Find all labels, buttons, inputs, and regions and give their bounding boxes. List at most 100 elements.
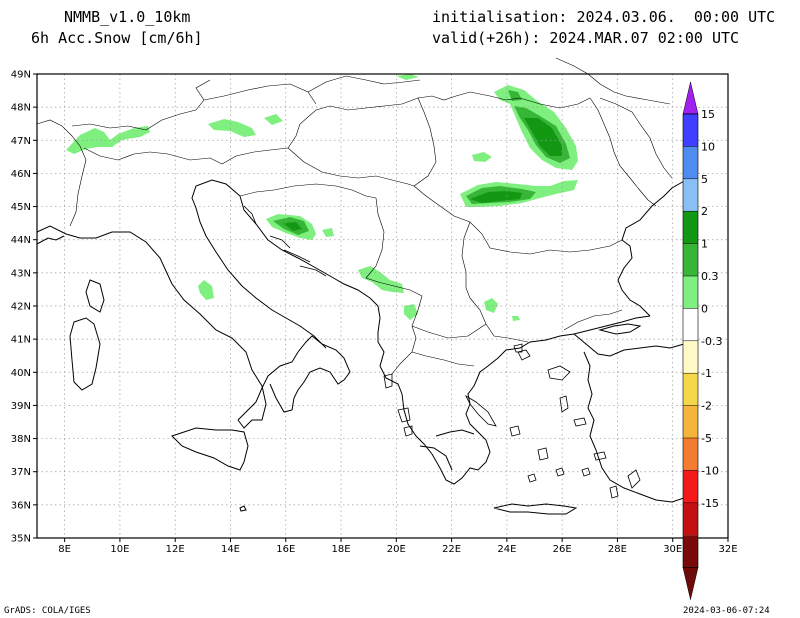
snow-area-slovakia: [396, 74, 419, 80]
lat-tick-label: 36N: [11, 500, 31, 511]
colorbar-label: -2: [701, 400, 712, 413]
islands: [243, 205, 641, 499]
colorbar-swatch: [683, 535, 698, 568]
island-samos: [573, 417, 587, 427]
border-greece-albania: [411, 351, 475, 367]
snow-area-italy: [198, 280, 214, 300]
colorbar-label: 0: [701, 302, 708, 315]
colorbar-label: 1: [701, 238, 708, 251]
border-macedonia-bulgaria: [469, 297, 529, 343]
border-czechia: [203, 83, 317, 105]
colorbar-swatch: [683, 405, 698, 438]
coastline-peloponnese: [419, 445, 453, 471]
colorbar: 15 10 5 2 1 0.3 0 -0.3 -1 -2 -5 -10 -15: [682, 81, 722, 600]
lat-tick-label: 43N: [11, 268, 31, 279]
lat-tick-label: 40N: [11, 368, 31, 379]
island-dodecanese: [581, 467, 591, 477]
island-andros: [509, 425, 521, 437]
lat-tick-label: 45N: [11, 202, 31, 213]
border-croatia-bosnia: [239, 183, 377, 199]
border-austria-germany: [145, 79, 211, 131]
coastline-black-sea: [617, 179, 687, 317]
model-title: NMMB_v1.0_10km: [64, 8, 191, 26]
colorbar-swatch: [683, 243, 698, 276]
border-slovakia-hungary: [329, 97, 419, 111]
lat-tick-label: 44N: [11, 235, 31, 246]
border-serbia-bulgaria: [461, 221, 471, 299]
init-time: initialisation: 2024.03.06. 00:00 UTC: [432, 8, 776, 26]
snow-area-alps-west: [66, 126, 150, 154]
lat-tick-label: 41N: [11, 335, 31, 346]
island-croatia-c: [299, 265, 327, 277]
lon-tick-label: 26E: [553, 544, 572, 555]
snow-area-alps-east: [208, 119, 256, 137]
border-ukraine-romania-north: [555, 57, 671, 105]
border-austria-italy: [149, 151, 223, 165]
coastline-gulf-lion: [36, 235, 65, 245]
coastline-crete: [493, 503, 578, 515]
coastline-italy-east: [237, 335, 351, 421]
borders: [36, 57, 673, 375]
border-hungary-serbia: [375, 175, 415, 187]
border-ukraine-romania: [469, 91, 591, 109]
lon-tick-label: 8E: [58, 544, 71, 555]
timestamp-text: 2024-03-06-07:24: [683, 606, 770, 616]
lat-tick-label: 42N: [11, 302, 31, 313]
coastline-greece-west: [401, 315, 651, 485]
lat-tick-label: 38N: [11, 434, 31, 445]
border-bulgaria-turkey: [563, 309, 623, 331]
border-danube: [637, 187, 657, 207]
island-lemnos: [517, 349, 531, 361]
lon-tick-label: 20E: [387, 544, 406, 555]
island-evia: [465, 394, 497, 427]
colorbar-label: -1: [701, 367, 712, 380]
island-karpathos: [609, 485, 619, 499]
snow-area-romania-west: [472, 152, 492, 162]
island-chios: [559, 395, 569, 413]
border-romania-bulgaria: [489, 239, 623, 255]
snow-area-croatia-coast: [322, 228, 334, 237]
snow-area-bulgaria-east: [512, 316, 520, 321]
island-corfu: [383, 373, 393, 389]
border-hungary-romania: [413, 97, 437, 187]
colorbar-swatch: [683, 438, 698, 471]
lon-tick-label: 32E: [718, 544, 737, 555]
colorbar-label: 5: [701, 173, 708, 186]
coastline-marmara: [598, 323, 642, 335]
lon-tick-label: 28E: [608, 544, 627, 555]
lat-tick-label: 37N: [11, 467, 31, 478]
snow-area-albania: [404, 304, 418, 320]
border-france-switzerland: [36, 119, 87, 227]
colorbar-swatch: [683, 178, 698, 212]
lat-tick-label: 47N: [11, 136, 31, 147]
colorbar-swatch: [683, 308, 698, 341]
lat-tick-label: 46N: [11, 169, 31, 180]
colorbar-label: -15: [701, 497, 719, 510]
lon-tick-label: 14E: [221, 544, 240, 555]
colorbar-swatch: [683, 146, 698, 179]
island-kefalonia: [397, 407, 411, 423]
colorbar-swatch: [683, 340, 698, 374]
border-montenegro: [365, 277, 423, 297]
island-croatia-d: [243, 205, 257, 225]
lon-tick-label: 30E: [663, 544, 682, 555]
border-switzerland-italy: [83, 147, 151, 161]
coastline-italy-west: [36, 225, 267, 429]
colorbar-label: 2: [701, 205, 708, 218]
border-moldova-romania: [589, 97, 639, 189]
lat-lon-grid: [37, 74, 728, 538]
island-zakynthos: [403, 425, 413, 437]
coastline-adriatic-east: [239, 195, 403, 395]
variable-title: 6h Acc.Snow [cm/6h]: [31, 29, 203, 47]
snow-area-montenegro: [358, 266, 404, 293]
lat-tick-label: 39N: [11, 401, 31, 412]
snow-area-moldova-core: [524, 118, 562, 156]
lat-tick-label: 35N: [11, 534, 31, 545]
coastline-turkey: [573, 333, 691, 357]
colorbar-top-arrow: [682, 81, 699, 115]
lon-tick-label: 10E: [110, 544, 129, 555]
colorbar-swatch: [683, 114, 698, 147]
lat-tick-label: 49N: [11, 70, 31, 81]
lon-tick-label: 16E: [276, 544, 295, 555]
island-croatia-b: [283, 249, 311, 263]
